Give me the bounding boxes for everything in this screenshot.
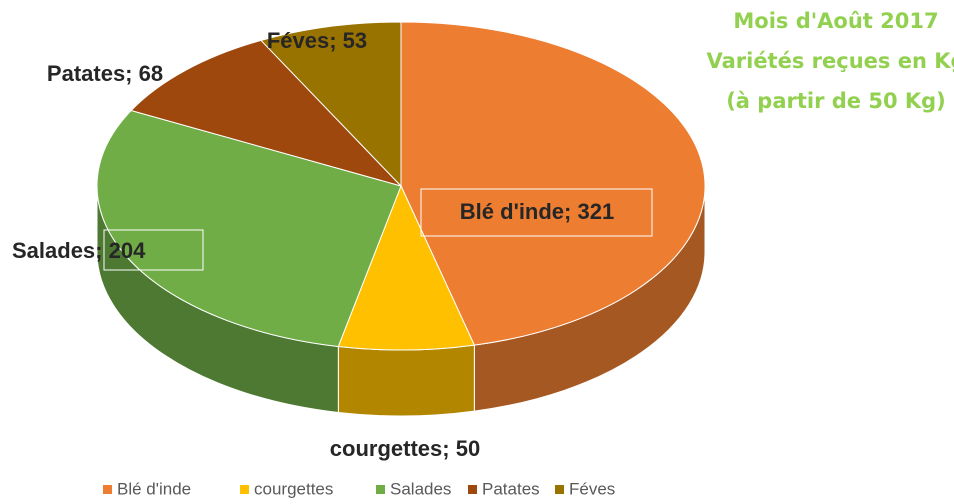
legend-label: Patates xyxy=(482,479,540,498)
slice xyxy=(260,21,402,188)
legend-swatch xyxy=(103,485,112,494)
label-box xyxy=(420,188,653,237)
legend-swatch xyxy=(240,485,249,494)
legend-swatch xyxy=(468,485,477,494)
slice xyxy=(337,184,476,351)
data-label: courgettes; 50 xyxy=(330,436,480,461)
legend-label: Salades xyxy=(390,479,451,498)
chart-title: Mois d'Août 2017 xyxy=(733,9,938,33)
data-label: Salades; 204 xyxy=(12,238,146,263)
legend-label: Blé d'inde xyxy=(117,479,191,498)
legend-swatch xyxy=(376,485,385,494)
chart-title: (à partir de 50 Kg) xyxy=(726,89,946,113)
data-label: Patates; 68 xyxy=(47,61,163,86)
slice xyxy=(96,109,402,348)
slice-side xyxy=(337,344,475,417)
data-label: Blé d'inde; 321 xyxy=(460,199,614,224)
slice xyxy=(130,39,403,187)
label-box xyxy=(103,229,204,271)
legend-swatch xyxy=(555,485,564,494)
chart-title: Variétés reçues en Kg xyxy=(706,49,954,73)
slice xyxy=(400,21,706,346)
legend-label: Féves xyxy=(569,479,615,498)
data-label: Féves; 53 xyxy=(267,28,367,53)
legend-label: courgettes xyxy=(254,479,333,498)
